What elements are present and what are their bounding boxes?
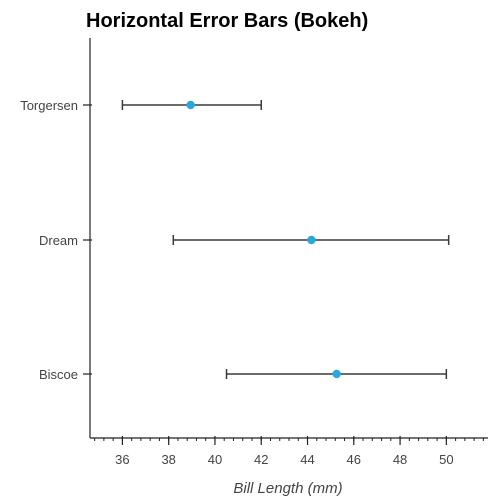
x-tick-label: 48 xyxy=(393,452,407,467)
y-tick-label: Dream xyxy=(39,233,78,248)
plot-area: 36 38 40 42 44 46 48 50 Torgersen Dream Biscoe xyxy=(20,38,488,467)
x-axis-title: Bill Length (mm) xyxy=(233,480,342,497)
x-tick-label: 50 xyxy=(439,452,453,467)
data-point xyxy=(332,369,341,379)
y-tick-label: Biscoe xyxy=(39,367,78,382)
chart-title: Horizontal Error Bars (Bokeh) xyxy=(86,10,368,32)
x-tick-label: 40 xyxy=(208,452,222,467)
x-tick-label: 42 xyxy=(254,452,268,467)
data-point xyxy=(307,235,316,245)
x-tick-label: 46 xyxy=(347,452,361,467)
data-point xyxy=(186,100,195,110)
x-tick-label: 36 xyxy=(115,452,129,467)
x-tick-label: 44 xyxy=(300,452,314,467)
x-tick-label: 38 xyxy=(161,452,175,467)
y-tick-label: Torgersen xyxy=(20,98,78,113)
